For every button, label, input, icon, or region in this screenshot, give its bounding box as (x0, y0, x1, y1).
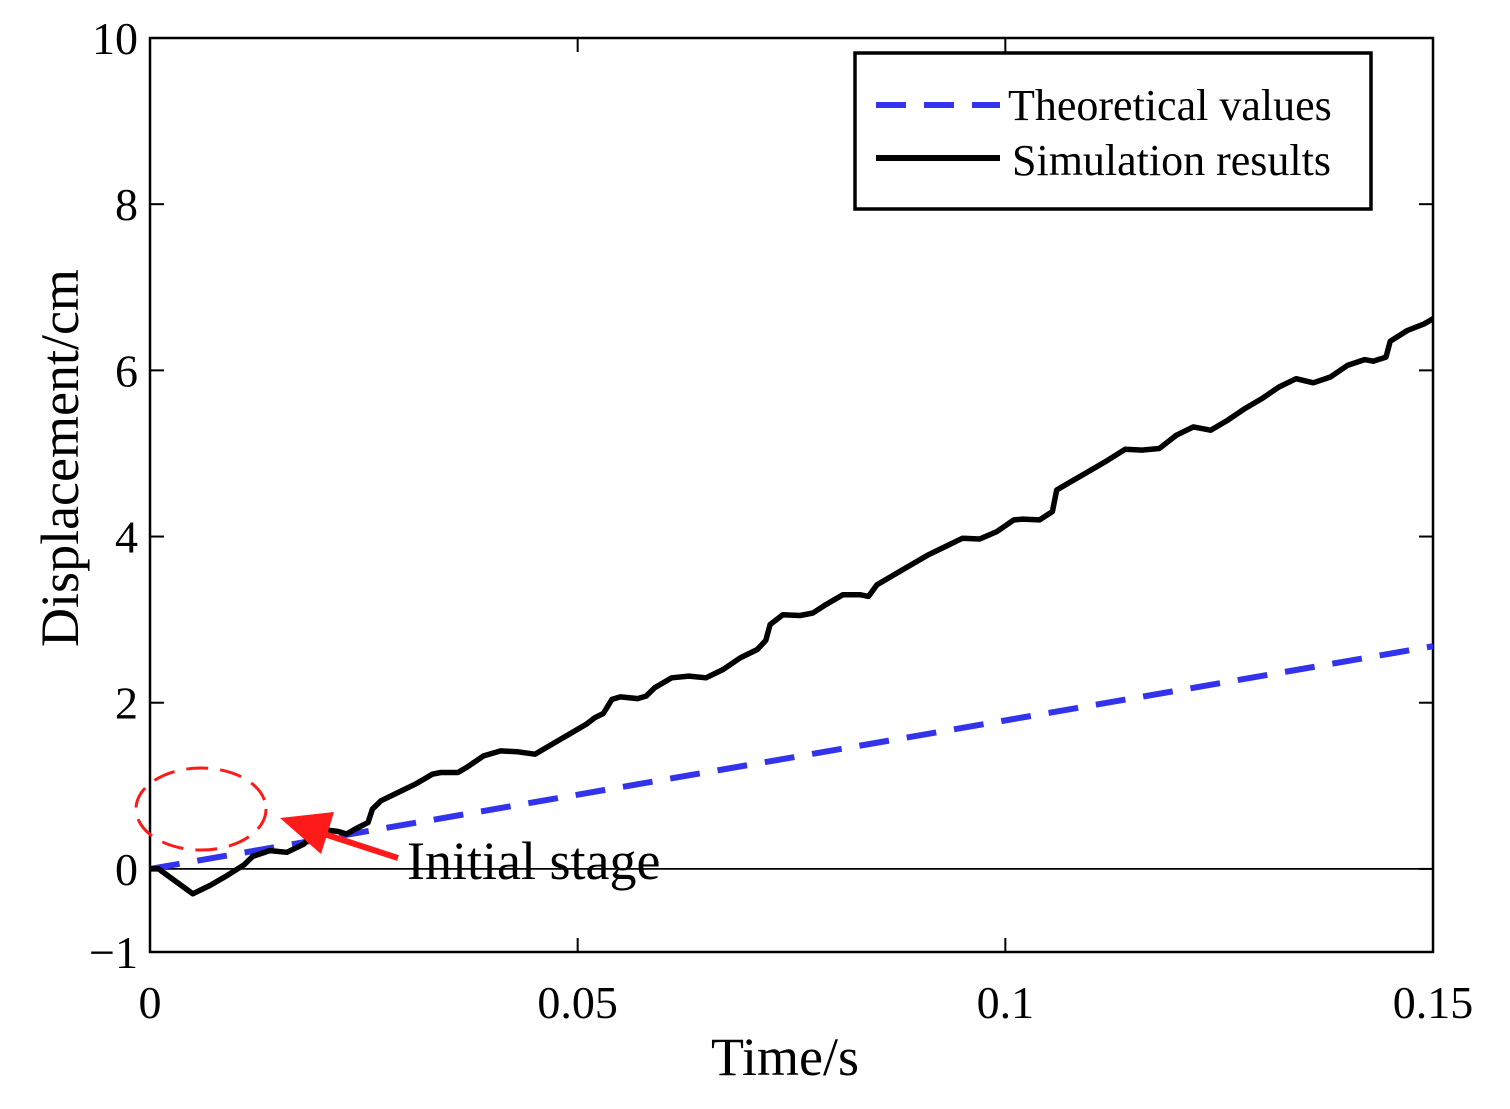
initial-stage-annotation: Initial stage (134, 766, 660, 891)
x-axis-label: Time/s (711, 1027, 859, 1087)
y-tick-label: 8 (115, 179, 138, 230)
annotation-arrow-head (280, 812, 334, 854)
legend-label-theoretical: Theoretical values (1008, 81, 1332, 130)
y-axis-ticks: −1 0 2 4 6 8 10 (89, 13, 1433, 978)
annotation-text: Initial stage (407, 831, 660, 891)
y-axis-label: Displacement/cm (30, 269, 90, 647)
x-tick-label: 0.05 (537, 977, 618, 1028)
y-tick-label: 6 (115, 345, 138, 396)
x-tick-label: 0.1 (977, 977, 1035, 1028)
y-tick-label: 4 (115, 512, 138, 563)
x-tick-label: 0 (139, 977, 162, 1028)
legend-label-simulation: Simulation results (1012, 136, 1331, 185)
initial-stage-ellipse (134, 766, 268, 852)
series-simulation-results-line (150, 316, 1433, 897)
annotation-arrow-shaft (317, 829, 399, 861)
y-tick-label: −1 (89, 927, 138, 978)
x-axis-ticks: 0 0.05 0.1 0.15 (139, 38, 1474, 1028)
series-theoretical-values-line (150, 643, 1433, 872)
y-tick-label: 0 (115, 844, 138, 895)
y-tick-label: 2 (115, 678, 138, 729)
x-tick-label: 0.15 (1393, 977, 1474, 1028)
legend: Theoretical values Simulation results (853, 51, 1373, 211)
y-tick-label: 10 (92, 13, 138, 64)
legend-box (853, 51, 1373, 211)
